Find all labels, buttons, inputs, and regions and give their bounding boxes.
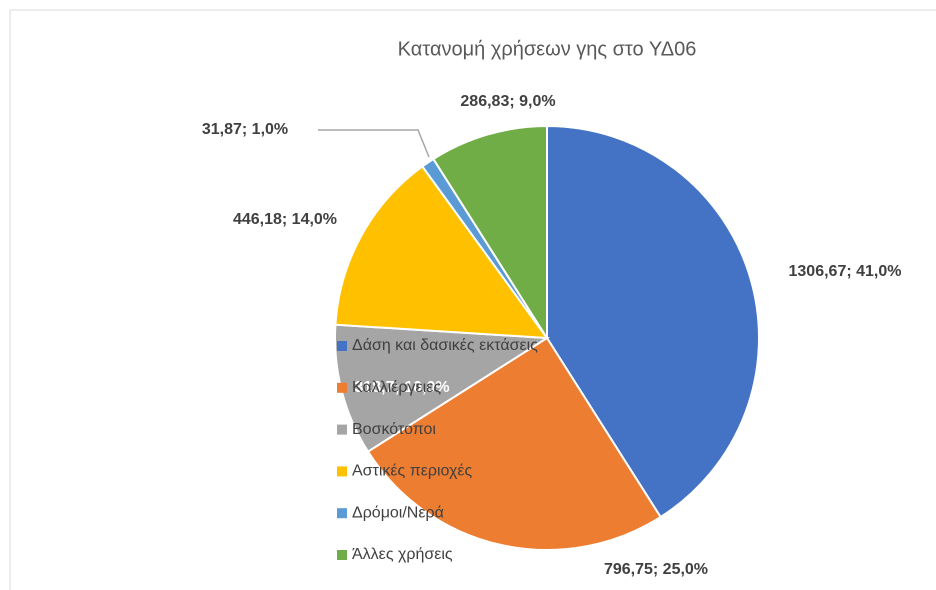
- legend-label: Αστικές περιοχές: [352, 463, 473, 480]
- legend-label: Δρόμοι/Νερά: [352, 504, 444, 521]
- data-label: 286,83; 9,0%: [460, 93, 555, 110]
- data-label: 796,75; 25,0%: [604, 561, 708, 578]
- legend-swatch: [337, 341, 347, 351]
- pie-slice: [546, 124, 760, 519]
- legend-label: Άλλες χρήσεις: [352, 546, 453, 563]
- leader-line: [318, 129, 430, 158]
- legend-swatch: [337, 508, 347, 519]
- data-label: 31,87; 1,0%: [202, 121, 288, 138]
- legend-label: Δάση και δασικές εκτάσεις: [352, 337, 538, 354]
- legend-swatch: [337, 550, 347, 560]
- legend-swatch: [337, 424, 347, 435]
- legend-swatch: [337, 466, 347, 477]
- data-label: 1306,67; 41,0%: [789, 263, 902, 280]
- legend-label: Καλλιέργειες: [352, 379, 441, 396]
- chart-title: Κατανομή χρήσεων γης στο ΥΔ06: [398, 38, 697, 60]
- data-label: 318,7; 10,0%: [354, 379, 449, 396]
- legend-swatch: [337, 382, 347, 393]
- pie-slice: [366, 336, 662, 551]
- data-label: 446,18; 14,0%: [233, 211, 337, 228]
- pie-slice: [432, 124, 548, 342]
- pie-slice: [334, 165, 550, 340]
- legend-label: Βοσκότοποι: [352, 421, 436, 438]
